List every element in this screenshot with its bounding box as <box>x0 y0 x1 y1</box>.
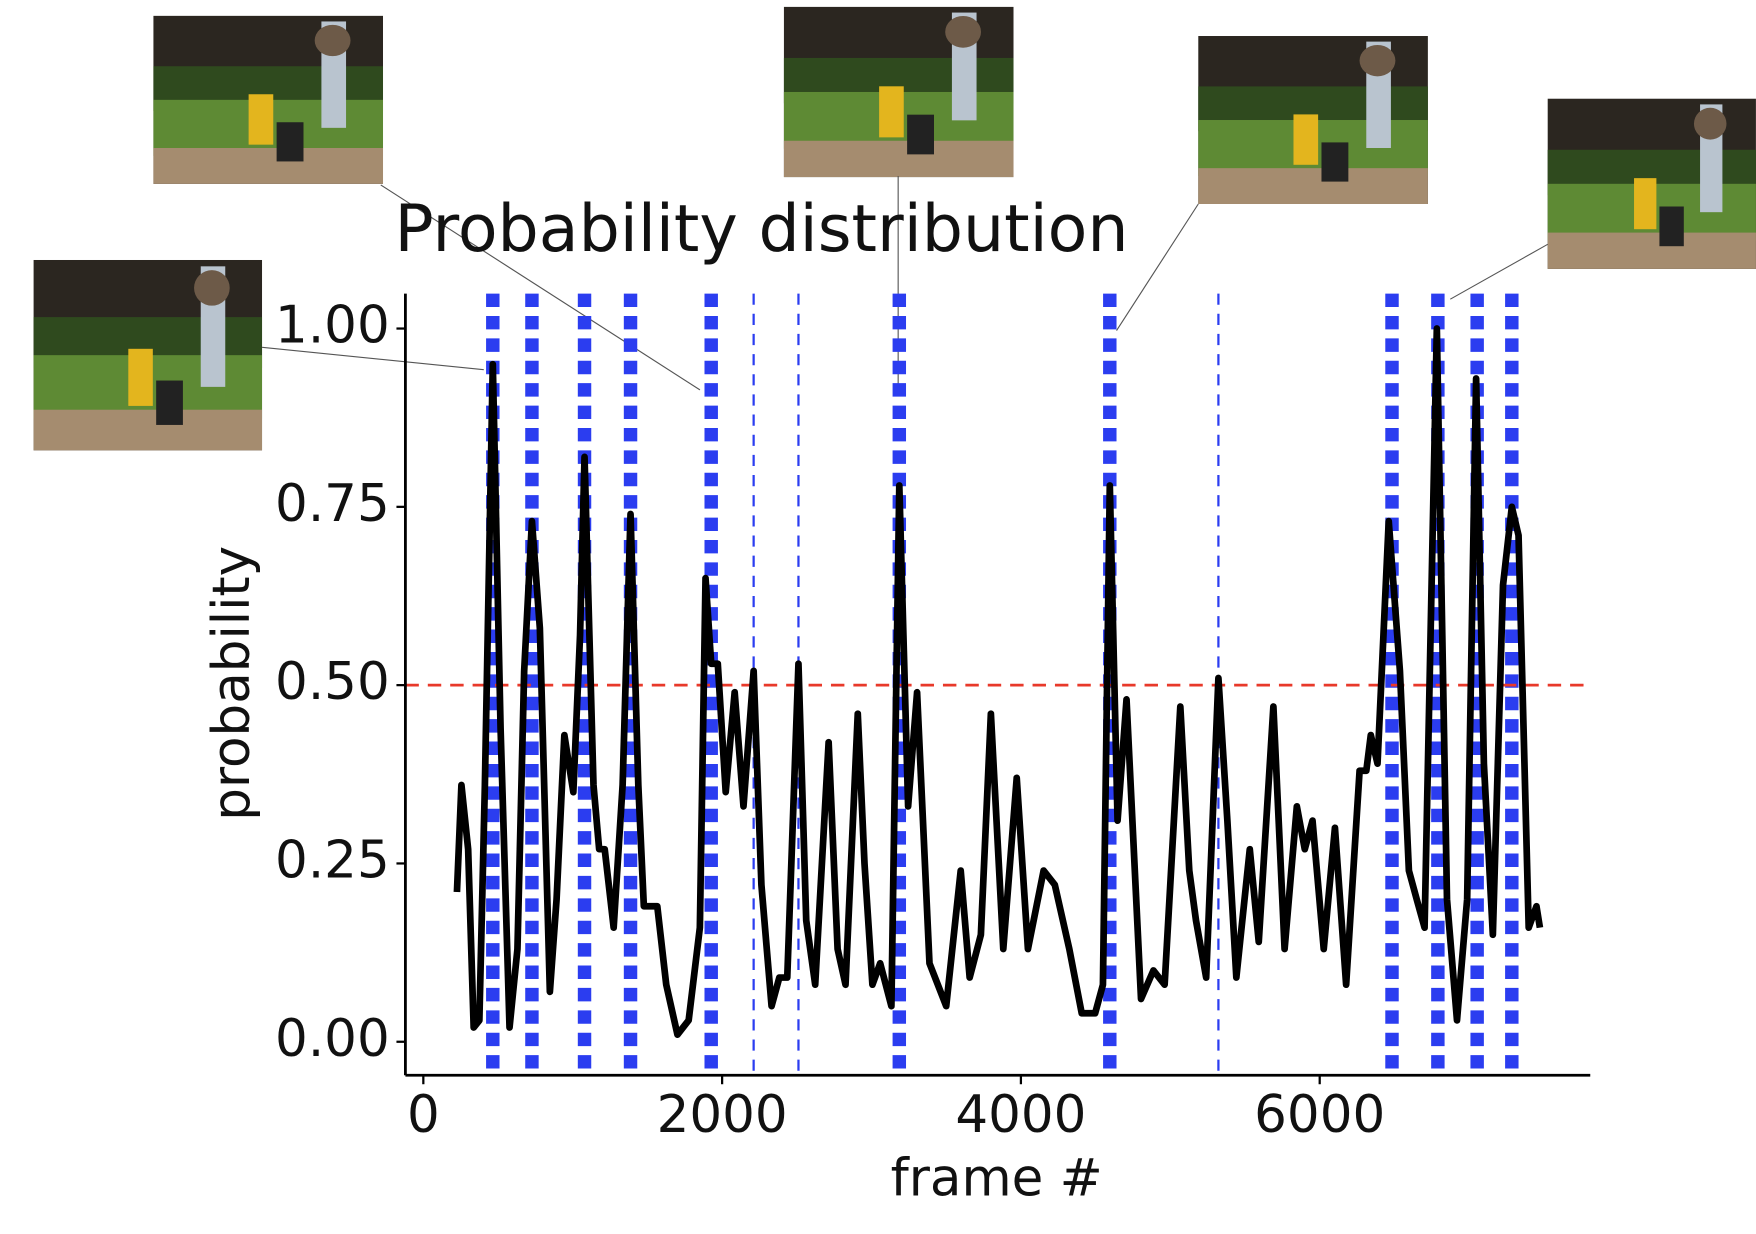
y-axis-label: probability <box>202 546 262 821</box>
connector <box>380 184 701 391</box>
y-tick-label: 0.25 <box>275 830 390 890</box>
x-tick-label: 4000 <box>955 1085 1086 1145</box>
x-tick-label: 0 <box>407 1085 440 1145</box>
thumbnail <box>33 259 263 451</box>
thumbnail <box>153 15 384 184</box>
x-axis-label: frame # <box>891 1149 1103 1209</box>
x-tick-label: 2000 <box>657 1085 788 1145</box>
chart-title: Probability distribution <box>395 192 1129 267</box>
connector <box>1449 243 1548 300</box>
thumbnails <box>33 6 1756 451</box>
connectors <box>261 176 1548 393</box>
thumbnail <box>1547 98 1756 269</box>
y-tick-label: 0.75 <box>275 474 390 534</box>
connector <box>261 346 484 371</box>
thumbnail <box>1198 36 1428 204</box>
y-tick-label: 1.00 <box>275 296 390 356</box>
y-tick-label: 0.50 <box>275 652 390 712</box>
thumbnail <box>783 6 1014 178</box>
data-line <box>453 325 1544 1038</box>
connector <box>1116 203 1199 331</box>
y-tick-label: 0.00 <box>275 1009 390 1069</box>
x-tick-label: 6000 <box>1254 1085 1385 1145</box>
